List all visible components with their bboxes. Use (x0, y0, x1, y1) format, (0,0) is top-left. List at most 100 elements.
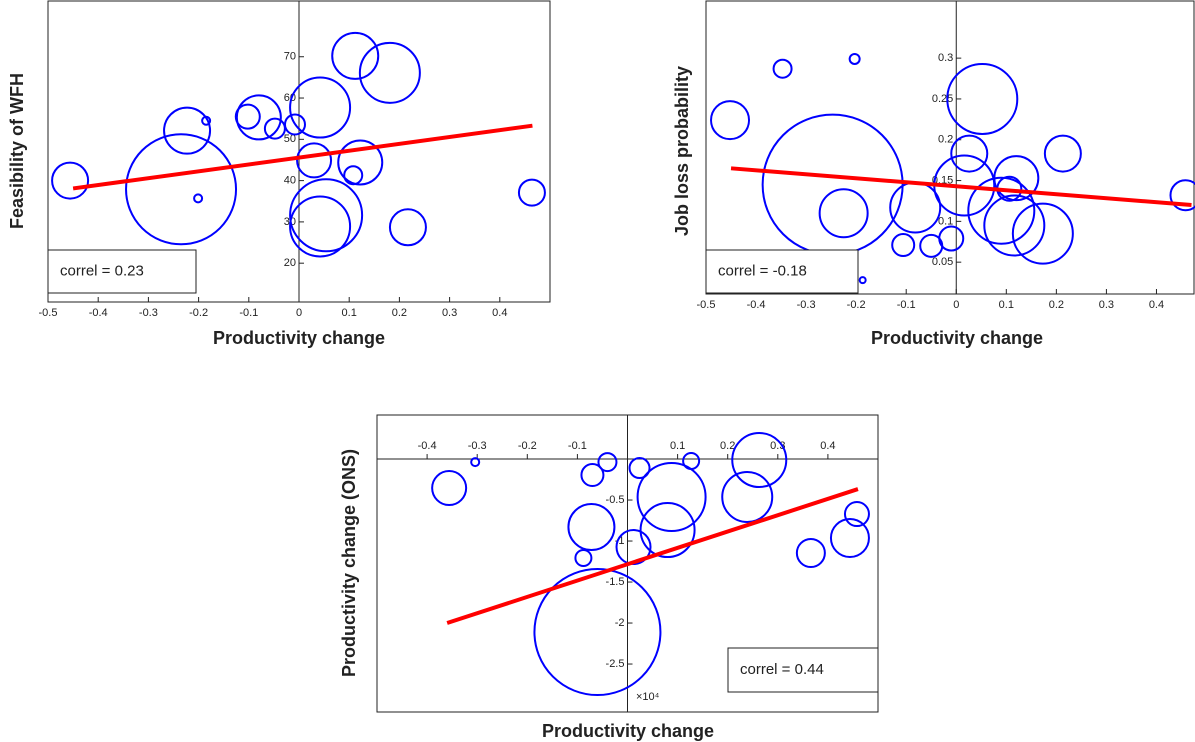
x-tick-label: -0.2 (847, 299, 866, 311)
bubble (235, 94, 282, 141)
y-tick-label: 0.2 (938, 134, 953, 146)
annotation: correl = 0.44 (740, 661, 824, 678)
x-tick-label: 0 (296, 307, 302, 319)
bubble (388, 208, 427, 247)
y-tick-label: 0.05 (932, 256, 953, 268)
y-axis-label: Feasibility of WFH (7, 73, 27, 229)
bubble (993, 155, 1040, 202)
x-tick-label: 0.1 (999, 299, 1014, 311)
y-tick-label: 0.1 (938, 215, 953, 227)
bubble (358, 41, 421, 104)
y-tick-label: 20 (284, 257, 296, 269)
bubble (829, 517, 870, 558)
x-tick-label: -0.3 (139, 307, 158, 319)
bubble (580, 463, 605, 488)
x-tick-label: 0.3 (770, 440, 785, 452)
bubble (628, 457, 651, 480)
x-axis-label: Productivity change (871, 328, 1043, 348)
bubble (967, 176, 1036, 245)
bubble (636, 461, 707, 532)
x-tick-label: -0.2 (189, 307, 208, 319)
x-tick-label: -0.1 (897, 299, 916, 311)
bubble (950, 134, 989, 173)
x-tick-label: -0.5 (697, 299, 716, 311)
annotation-box (47, 249, 197, 294)
bubble (721, 470, 774, 523)
bubble (639, 502, 696, 559)
bubble (1043, 134, 1082, 173)
y-tick-label: -0.5 (606, 494, 625, 506)
x-axis-label: Productivity change (542, 721, 714, 741)
bubble (470, 457, 481, 468)
bubble (263, 117, 286, 140)
y-axis-label: Job loss probability (672, 66, 692, 236)
bubble (574, 549, 593, 568)
x-tick-label: 0.3 (442, 307, 457, 319)
bubble (795, 538, 826, 569)
bubble (234, 103, 261, 130)
bubble (597, 452, 618, 473)
bubble (201, 115, 212, 126)
bubble (858, 276, 867, 285)
bubble (938, 225, 965, 252)
bubble (946, 62, 1019, 135)
bubble (1011, 202, 1074, 265)
x-tick-label: 0.2 (1049, 299, 1064, 311)
y-tick-label: 0.25 (932, 93, 953, 105)
x-tick-label: -0.1 (568, 440, 587, 452)
x-tick-label: -0.4 (747, 299, 766, 311)
bubble (889, 181, 942, 234)
bubble (1169, 179, 1195, 212)
y-axis-label: Productivity change (ONS) (339, 449, 359, 677)
annotation: correl = 0.23 (60, 262, 144, 279)
plot-frame (705, 0, 1195, 295)
bubble (163, 106, 212, 155)
bubble (296, 142, 333, 179)
bubble (343, 165, 364, 186)
bubble (843, 501, 870, 528)
bubble (331, 31, 380, 80)
bubble (567, 503, 616, 552)
bubble (710, 100, 751, 141)
bubble (891, 233, 916, 258)
annotation-box (727, 647, 879, 693)
bubble (289, 195, 352, 258)
bubble (517, 178, 546, 207)
fit-line (72, 123, 533, 191)
x-tick-label: -0.1 (239, 307, 258, 319)
annotation: correl = -0.18 (718, 262, 807, 279)
x-tick-label: 0.4 (820, 440, 835, 452)
x-tick-label: -0.5 (39, 307, 58, 319)
x-tick-label: -0.3 (468, 440, 487, 452)
x-tick-label: -0.3 (797, 299, 816, 311)
y-tick-label: -1 (615, 535, 625, 547)
x-tick-label: 0 (953, 299, 959, 311)
bubble (848, 52, 861, 65)
y-tick-label: -2.5 (606, 658, 625, 670)
fit-line (730, 166, 1192, 208)
y-tick-label: -1.5 (606, 576, 625, 588)
bubble (431, 470, 468, 507)
bubble (772, 58, 793, 79)
x-tick-label: 0.3 (1099, 299, 1114, 311)
bubble (337, 139, 384, 186)
bubble (731, 432, 788, 489)
x-tick-label: -0.4 (89, 307, 108, 319)
bubble (193, 193, 204, 204)
bubble (289, 178, 364, 253)
x-tick-label: -0.2 (518, 440, 537, 452)
y-tick-label: 50 (284, 133, 296, 145)
annotation-box (705, 249, 859, 294)
y-tick-label: -2 (615, 617, 625, 629)
x-tick-label: 0.2 (720, 440, 735, 452)
x-tick-label: 0.1 (342, 307, 357, 319)
y-tick-label: 70 (284, 51, 296, 63)
x-tick-label: 0.2 (392, 307, 407, 319)
bubble (289, 76, 352, 139)
y-multiplier: ×10⁴ (636, 691, 660, 703)
x-tick-label: 0.1 (670, 440, 685, 452)
x-tick-label: -0.4 (418, 440, 437, 452)
bubble (125, 133, 238, 246)
